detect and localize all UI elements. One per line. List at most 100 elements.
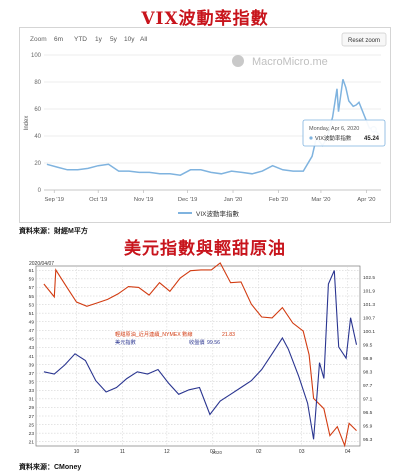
dxy-axis-tick-label: 97.1 (363, 397, 373, 403)
dxy-legend-label: 美元指數 (115, 338, 136, 346)
dxy-oil-x-tick-label: 10 (74, 449, 80, 455)
vix-chart-title: VIX波動率指數 (141, 9, 269, 29)
zoom-button-all[interactable]: All (140, 36, 148, 43)
oil-axis-tick-label: 25 (29, 422, 35, 428)
year-label: 2020 (212, 450, 223, 455)
corner-date-label: 2020/04/07 (29, 261, 54, 267)
tooltip-box (302, 119, 386, 147)
vix-y-axis-label: Index (24, 116, 30, 131)
dxy-axis-tick-label: 97.7 (363, 383, 373, 389)
vix-chart-panel: Zoom 6m YTD 1y 5y 10y All Reset zoom MacroMic… (19, 27, 391, 223)
dxy-oil-chart-svg: 2020/04/07 61 59 57 55 53 51 49 47 45 43 41 39 37 35 3… (29, 261, 376, 455)
dxy-legend-value-label: 收盤價 (189, 338, 205, 346)
tooltip-value: 45.24 (364, 136, 380, 142)
dxy-oil-legend: 輕甜原油_近月連續_NYMEX 數線 21.83 美元指數 收盤價 99.56 (115, 330, 235, 346)
vix-x-axis-ticks: Sep '19 Oct '19 Nov '19 Dec '19 Jan '20 Feb '… (45, 190, 375, 203)
vix-x-tick-label: Mar '20 (311, 197, 330, 203)
legend-label: VIX波動率指數 (196, 209, 239, 218)
macromicro-logo-icon (232, 55, 244, 67)
dxy-oil-x-tick-label: 03 (299, 449, 305, 455)
vix-y-tick-label: 20 (34, 161, 41, 167)
oil-axis-tick-label: 35 (29, 380, 35, 386)
dxy-axis-tick-label: 102.5 (363, 275, 375, 281)
dxy-axis-tick-label: 101.3 (363, 302, 375, 308)
dxy-oil-x-tick-label: 12 (164, 449, 170, 455)
dxy-oil-grid (36, 266, 360, 446)
vix-y-tick-label: 0 (38, 188, 42, 194)
vix-tooltip: Monday, Apr 6, 2020 VIX波動率指數 45.24 (302, 119, 386, 147)
tooltip-series: VIX波動率指數 (315, 134, 352, 142)
oil-legend-label: 輕甜原油_近月連續_NYMEX 數線 (115, 330, 193, 338)
vix-y-tick-label: 40 (34, 134, 41, 140)
vix-y-tick-label: 60 (34, 107, 41, 113)
dxy-oil-x-tick-label: 04 (345, 449, 351, 455)
vix-x-tick-label: Sep '19 (45, 197, 64, 203)
vix-chart-svg: Zoom 6m YTD 1y 5y 10y All Reset zoom MacroMic… (24, 32, 387, 218)
dxy-oil-x-tick-label: 11 (120, 449, 125, 455)
dxy-axis-tick-label: 96.5 (363, 410, 373, 416)
dxy-axis-tick-label: 98.3 (363, 370, 373, 376)
oil-axis-tick-label: 23 (29, 431, 35, 437)
vix-y-tick-label: 100 (31, 53, 42, 59)
oil-legend-value: 21.83 (222, 332, 235, 338)
dxy-axis-tick-label: 98.9 (363, 356, 373, 362)
vix-x-tick-label: Oct '19 (89, 197, 107, 203)
oil-axis-tick-label: 51 (29, 311, 35, 317)
oil-axis-tick-label: 43 (29, 345, 35, 351)
vix-series-line (46, 79, 381, 176)
oil-axis-tick-label: 41 (29, 354, 35, 360)
vix-x-tick-label: Dec '19 (178, 197, 197, 203)
oil-axis-tick-label: 27 (29, 414, 35, 420)
dxy-oil-chart-title: 美元指數與輕甜原油 (124, 239, 286, 259)
oil-axis-tick-label: 55 (29, 294, 35, 300)
oil-axis-tick-label: 45 (29, 337, 35, 343)
dxy-oil-x-axis-ticks: 10 11 12 01 02 03 04 (74, 449, 351, 455)
dxy-axis-tick-label: 99.5 (363, 343, 373, 349)
oil-axis-tick-label: 59 (29, 277, 35, 283)
zoom-label: Zoom (30, 36, 47, 43)
vix-source-note: 資料來源：財經M平方 (19, 228, 88, 235)
oil-axis-tick-label: 47 (29, 328, 35, 334)
reset-zoom-button[interactable] (341, 32, 387, 47)
watermark: MacroMicro.me (232, 55, 328, 68)
vix-x-tick-label: Feb '20 (269, 197, 288, 203)
oil-axis-tick-label: 21 (29, 440, 35, 446)
vix-x-tick-label: Apr '20 (357, 197, 375, 203)
dxy-oil-chart-panel: 2020/04/07 61 59 57 55 53 51 49 47 45 43 41 39 37 35 3… (27, 258, 387, 458)
tooltip-date: Monday, Apr 6, 2020 (309, 126, 359, 132)
zoom-button-10y[interactable]: 10y (124, 36, 135, 43)
dxy-right-axis-ticks: 102.5 101.9 101.3 100.7 100.1 99.5 98.9 98.3 97.… (363, 275, 375, 443)
vix-x-tick-label: Jan '20 (224, 197, 243, 203)
zoom-button-1y[interactable]: 1y (95, 36, 103, 43)
oil-axis-tick-label: 61 (29, 268, 35, 274)
vix-grid (44, 54, 381, 191)
oil-axis-tick-label: 53 (29, 302, 35, 308)
watermark-text: MacroMicro.me (252, 56, 328, 68)
zoom-button-ytd[interactable]: YTD (74, 36, 87, 43)
dxy-series-line (43, 270, 358, 440)
oil-axis-tick-label: 39 (29, 362, 35, 368)
vix-y-tick-label: 80 (34, 80, 41, 86)
dxy-legend-value: 99.56 (207, 340, 220, 346)
tooltip-series-dot-icon (309, 136, 313, 140)
dxy-axis-tick-label: 101.9 (363, 289, 375, 295)
reset-zoom-label: Reset zoom (348, 38, 380, 44)
dxy-axis-tick-label: 100.7 (363, 316, 375, 322)
vix-y-axis-ticks: 0 20 40 60 80 100 (31, 53, 42, 194)
zoom-button-5y[interactable]: 5y (110, 36, 118, 43)
dxy-axis-tick-label: 95.9 (363, 424, 373, 430)
vix-x-tick-label: Nov '19 (134, 197, 153, 203)
zoom-button-6m[interactable]: 6m (54, 36, 63, 43)
oil-axis-tick-label: 49 (29, 320, 35, 326)
vix-legend[interactable]: VIX波動率指數 (178, 209, 239, 218)
oil-left-axis-ticks: 61 59 57 55 53 51 49 47 45 43 41 39 37 35 33 31 29 27 25 23… (29, 268, 35, 445)
oil-axis-tick-label: 37 (29, 371, 35, 377)
dxy-axis-tick-label: 95.3 (363, 437, 373, 443)
oil-axis-tick-label: 29 (29, 405, 35, 411)
dxy-oil-source-note: 資料來源：CMoney (19, 464, 82, 471)
oil-axis-tick-label: 33 (29, 388, 35, 394)
oil-axis-tick-label: 31 (29, 397, 35, 403)
dxy-axis-tick-label: 100.1 (363, 329, 375, 335)
oil-axis-tick-label: 57 (29, 285, 35, 291)
dxy-oil-x-tick-label: 01 (210, 449, 216, 455)
